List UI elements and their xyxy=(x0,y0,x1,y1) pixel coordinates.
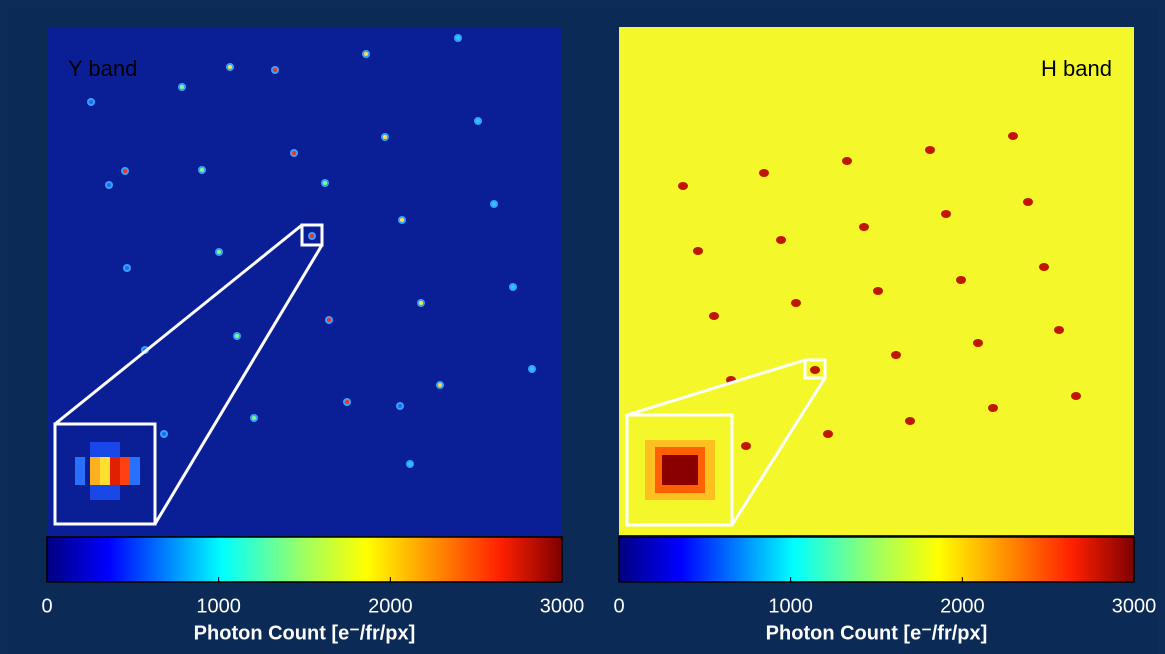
star-core xyxy=(476,119,480,123)
star-core xyxy=(89,100,93,104)
inset-pixel xyxy=(662,455,698,485)
colorbar-tick-label: 2000 xyxy=(940,595,985,617)
inset-pixel xyxy=(100,457,110,485)
star-core xyxy=(252,416,256,420)
colorbar-tick-label: 3000 xyxy=(540,595,585,617)
star xyxy=(1023,198,1033,206)
star-core xyxy=(419,301,423,305)
star xyxy=(859,223,869,231)
colorbar xyxy=(619,537,1134,582)
star-core xyxy=(456,36,460,40)
colorbar-tick-label: 2000 xyxy=(368,595,413,617)
star xyxy=(1054,326,1064,334)
star-core xyxy=(235,334,239,338)
star-core xyxy=(200,168,204,172)
star-core xyxy=(327,318,331,322)
star-core xyxy=(398,404,402,408)
star xyxy=(925,146,935,154)
star-core xyxy=(107,183,111,187)
inset-pixel xyxy=(90,485,120,500)
star xyxy=(776,236,786,244)
star-core xyxy=(273,68,277,72)
star xyxy=(956,276,966,284)
star xyxy=(759,169,769,177)
star-core xyxy=(217,250,221,254)
colorbar-tick-label: 0 xyxy=(613,595,624,617)
inset-pixel xyxy=(110,457,120,485)
inset-pixel xyxy=(90,457,100,485)
inset-pixel xyxy=(130,457,140,485)
star-core xyxy=(438,383,442,387)
star xyxy=(1008,132,1018,140)
star xyxy=(791,299,801,307)
star xyxy=(810,366,820,374)
star xyxy=(842,157,852,165)
star xyxy=(941,210,951,218)
star xyxy=(823,430,833,438)
star-core xyxy=(511,285,515,289)
star xyxy=(988,404,998,412)
star xyxy=(891,351,901,359)
star xyxy=(709,312,719,320)
inset-pixel xyxy=(120,457,130,485)
colorbar-tick-label: 1000 xyxy=(196,595,241,617)
star-core xyxy=(383,135,387,139)
star-core xyxy=(323,181,327,185)
inset-pixel xyxy=(75,457,85,485)
star xyxy=(693,247,703,255)
panel-label: H band xyxy=(1041,56,1112,81)
colorbar-label: Photon Count [e⁻/fr/px] xyxy=(194,622,416,644)
star-core xyxy=(162,432,166,436)
star xyxy=(973,339,983,347)
star xyxy=(1039,263,1049,271)
star xyxy=(905,417,915,425)
star xyxy=(1071,392,1081,400)
star-core xyxy=(310,234,314,238)
star-core xyxy=(492,202,496,206)
star-core xyxy=(530,367,534,371)
star xyxy=(678,182,688,190)
star-core xyxy=(345,400,349,404)
colorbar xyxy=(47,537,562,582)
star-core xyxy=(125,266,129,270)
star-core xyxy=(292,151,296,155)
star xyxy=(741,442,751,450)
star xyxy=(873,287,883,295)
star-core xyxy=(228,65,232,69)
star-core xyxy=(364,52,368,56)
figure: Y band 0 1000 2000 3000 Photon Count [e⁻/fr/p… xyxy=(0,0,1165,654)
inset-pixel xyxy=(90,442,120,457)
colorbar-tick-label: 0 xyxy=(41,595,52,617)
colorbar-tick-label: 3000 xyxy=(1112,595,1157,617)
star-core xyxy=(123,169,127,173)
star-core xyxy=(180,85,184,89)
star-core xyxy=(408,462,412,466)
colorbar-label: Photon Count [e⁻/fr/px] xyxy=(766,622,988,644)
star-core xyxy=(400,218,404,222)
colorbar-tick-label: 1000 xyxy=(768,595,813,617)
panel-label: Y band xyxy=(68,56,137,81)
